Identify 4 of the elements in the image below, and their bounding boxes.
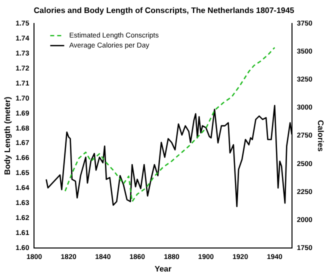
- y2-axis-title: Calories: [316, 120, 325, 152]
- x-axis-title: Year: [154, 264, 172, 274]
- y-axis-title: Body Length (meter): [3, 96, 12, 175]
- chart-title: Calories and Body Length of Conscripts, The Netherlands 1807-1945: [34, 6, 295, 16]
